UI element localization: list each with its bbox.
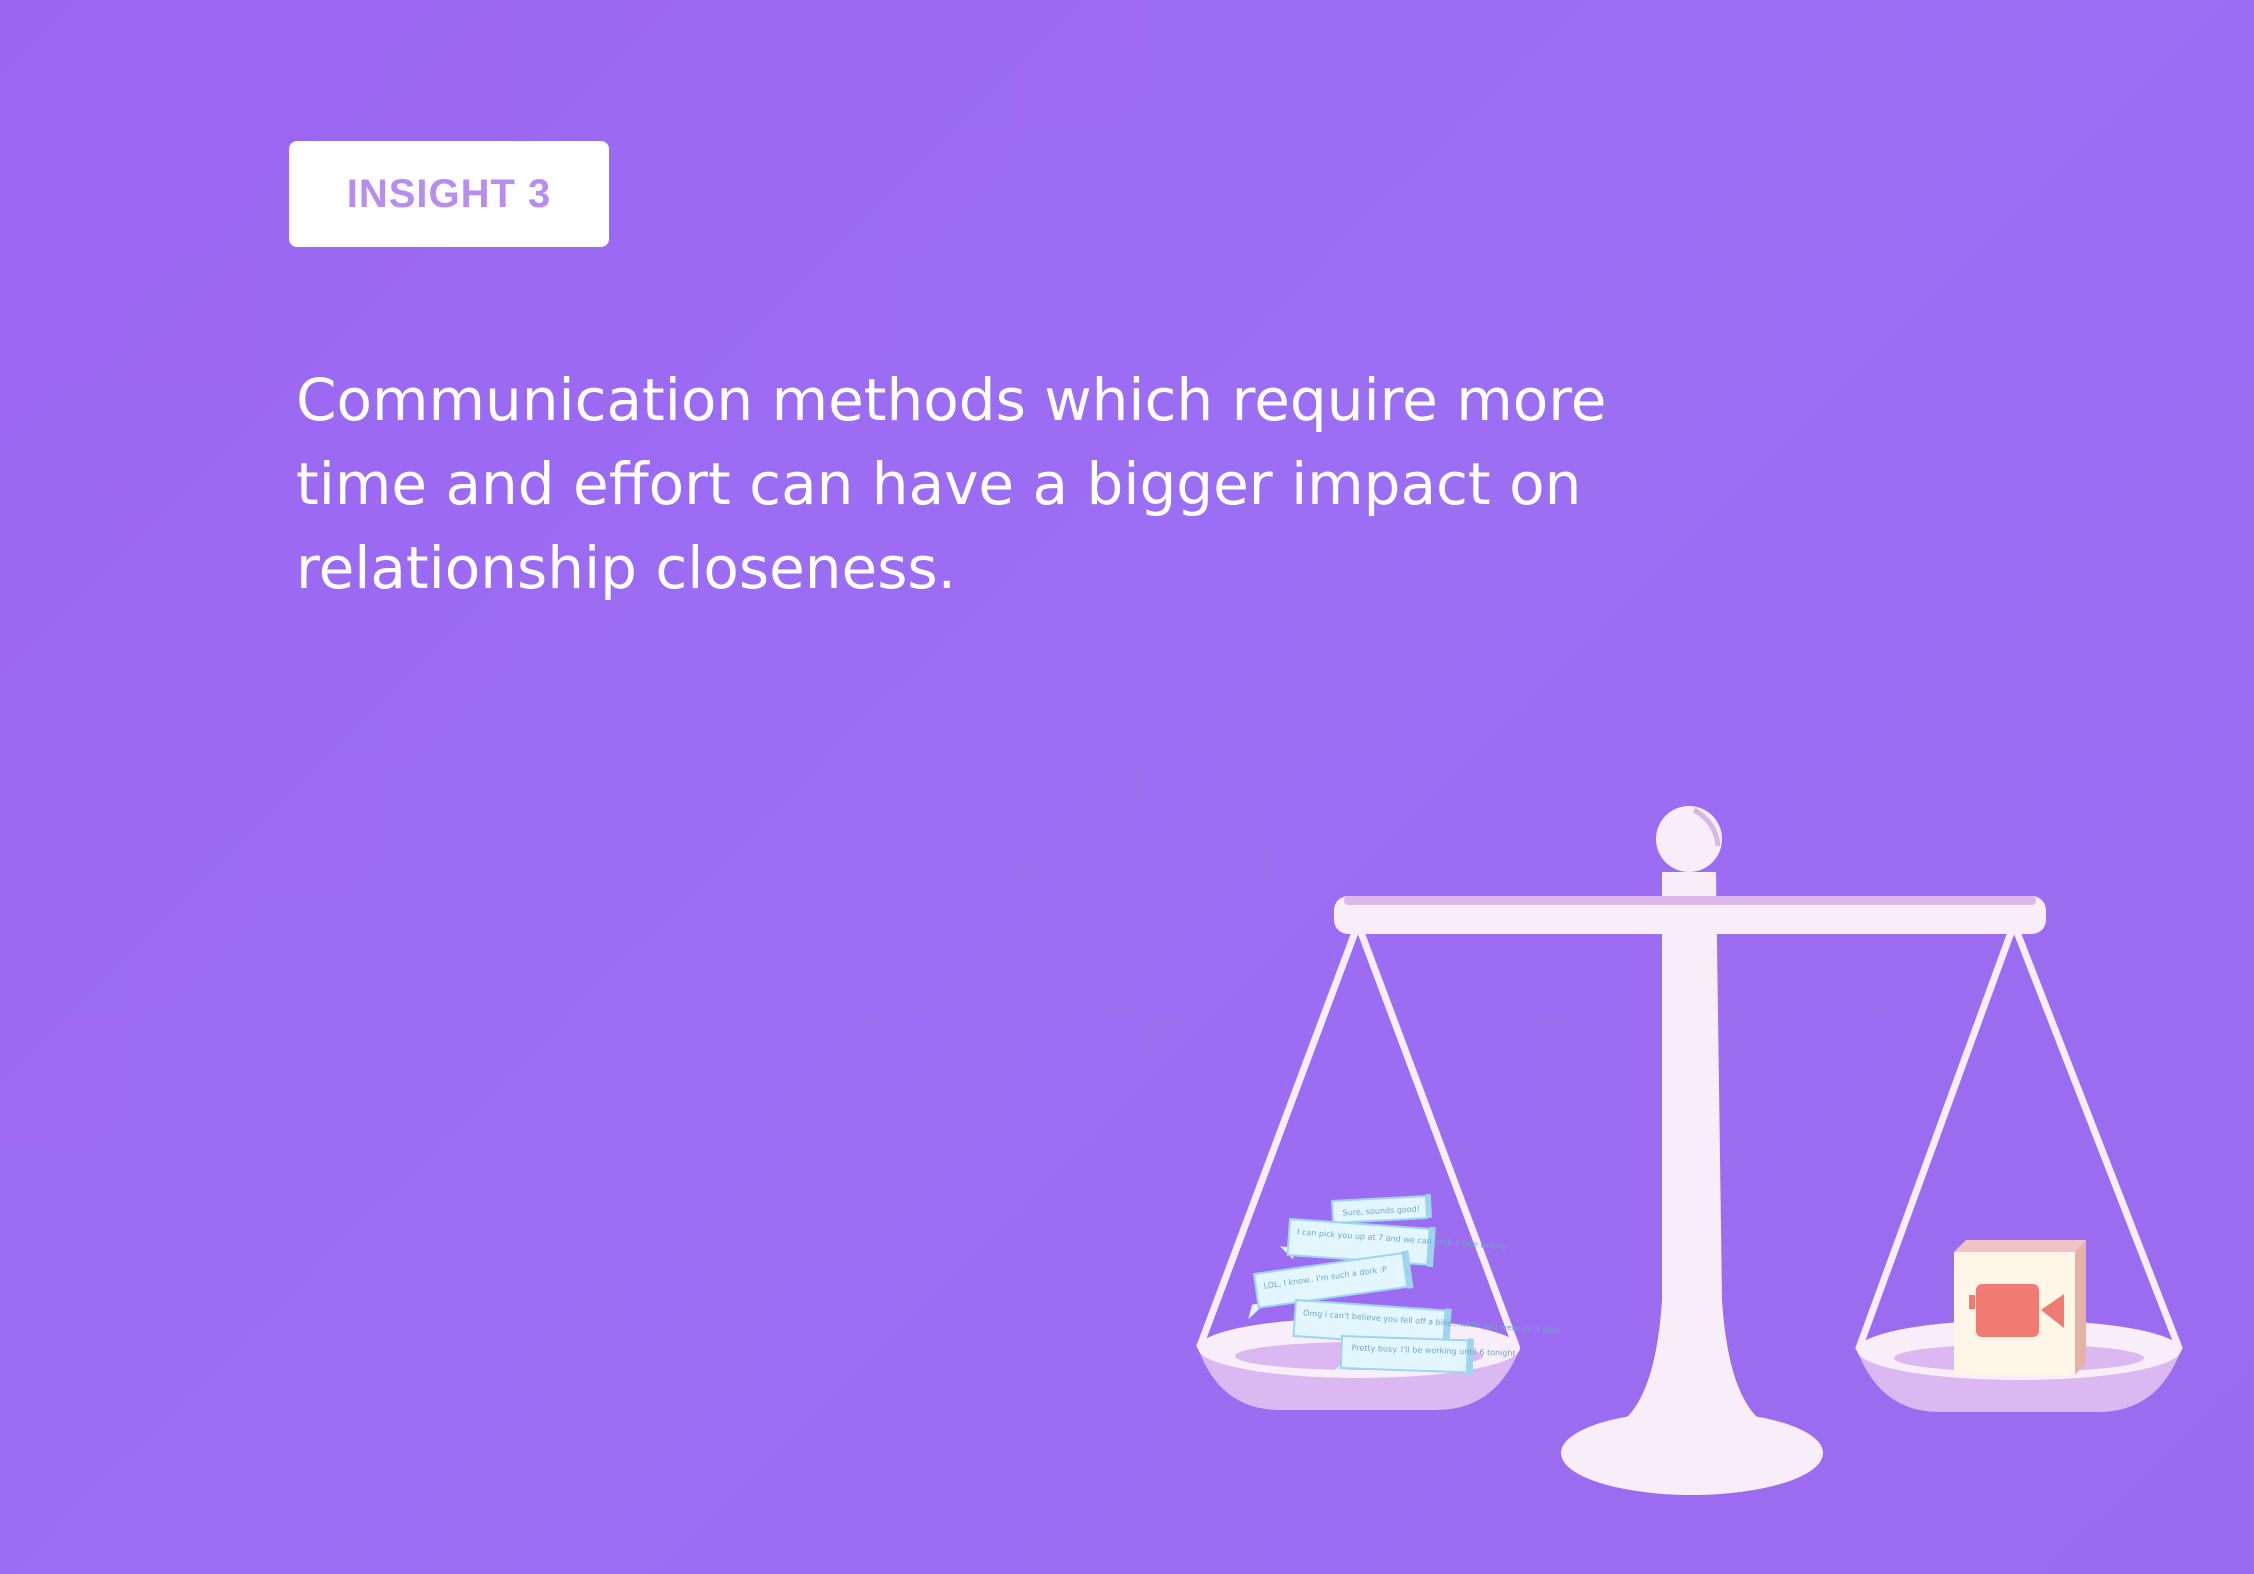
chat-bubble: I can pick you up at 7 and we can grab a… [1280, 1217, 1506, 1268]
insight-badge: INSIGHT 3 [289, 141, 609, 247]
message-bubbles: Sure, sounds good! I can pick you up at … [1248, 1193, 1561, 1375]
chat-bubble: Sure, sounds good! [1330, 1193, 1433, 1225]
scale-beam [1334, 896, 2046, 934]
scale-base [1561, 1411, 1823, 1495]
scale-knob [1656, 806, 1722, 872]
chat-bubble: LOL, I know.. I'm such a dork :P [1248, 1250, 1414, 1320]
chat-bubble: Pretty busy. I'll be working until 6 ton… [1330, 1334, 1516, 1375]
insight-badge-label: INSIGHT 3 [346, 171, 552, 216]
video-call-box [1954, 1240, 2086, 1375]
headline: Communication methods which require more… [296, 366, 1607, 602]
bubble-text: Sure, sounds good! [1342, 1204, 1420, 1217]
scale-pillar [1624, 872, 1760, 1420]
video-camera-icon [1969, 1284, 2064, 1337]
